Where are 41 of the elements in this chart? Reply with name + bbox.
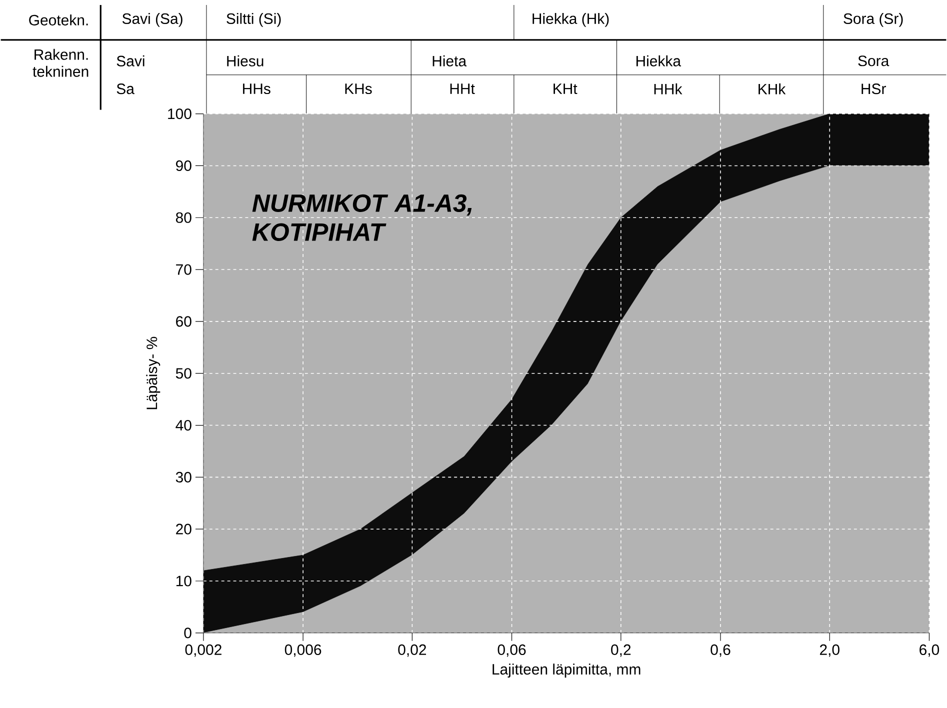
x-tick-label: 6,0	[920, 644, 940, 657]
text: Sora (Sr)	[844, 13, 903, 28]
text: Hiesu	[227, 55, 264, 66]
y-tick-label: 50	[176, 368, 192, 379]
text: HHt	[450, 84, 475, 94]
x-axis-title: Lajitteen läpimitta, mm	[492, 664, 640, 678]
x-tick-label: 0,06	[498, 644, 526, 657]
text: KHk	[758, 84, 786, 94]
text: Hiekka	[636, 55, 682, 66]
text: KHt	[554, 84, 578, 94]
y-tick-label: 10	[176, 576, 192, 586]
text: KHs	[345, 84, 372, 94]
y-tick-label: 20	[176, 524, 192, 534]
y-tick-label: 0	[184, 628, 192, 638]
text: Sora	[858, 56, 890, 66]
annotation: NURMIKOT A1-A3, KOTIPIHAT	[252, 194, 472, 242]
y-tick-label: 90	[176, 160, 192, 172]
text: HSr	[862, 84, 886, 94]
text: Hiekka (Hk)	[532, 13, 609, 28]
text: HHs	[243, 84, 270, 94]
y-axis-title: Läpäisy- %	[146, 336, 160, 410]
text: Siltti (Si)	[226, 13, 281, 28]
y-tick-label: 80	[176, 212, 192, 224]
y-tick-label: 100	[168, 108, 192, 120]
text: Sa	[116, 84, 134, 94]
x-tick-label: 0,6	[710, 644, 730, 657]
x-tick-label: 0,002	[185, 644, 222, 657]
x-tick-label: 2,0	[820, 644, 840, 657]
x-tick-label: 0,006	[284, 644, 322, 657]
y-tick-label: 70	[176, 264, 192, 275]
text: HHk	[654, 84, 682, 94]
x-tick-label: 0,2	[611, 644, 631, 657]
text: Rakenn. tekninen	[32, 48, 88, 77]
text: Savi (Sa)	[122, 13, 182, 28]
text: Savi	[116, 55, 144, 66]
y-tick-label: 30	[176, 472, 192, 483]
y-tick-label: 40	[176, 420, 192, 431]
x-tick-label: 0,02	[398, 644, 426, 657]
text: Hieta	[432, 55, 467, 66]
text: Geotekn.	[29, 14, 88, 26]
y-tick-label: 60	[176, 316, 192, 327]
